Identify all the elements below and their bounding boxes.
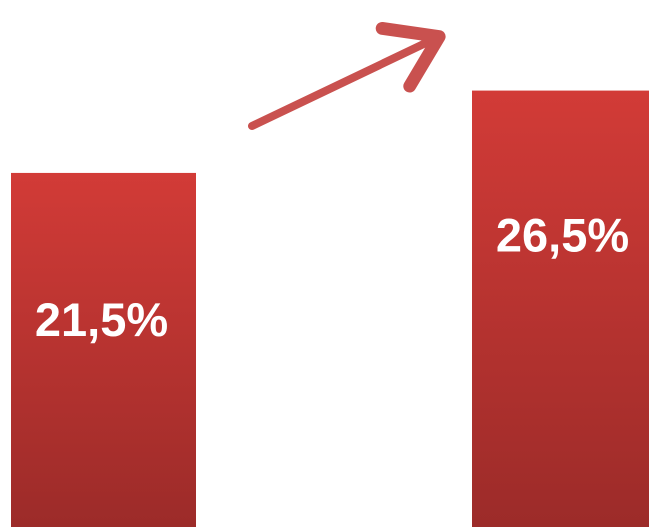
increase-arrow xyxy=(248,21,446,130)
bar-1-value-label: 21,5% xyxy=(35,293,168,346)
labels-layer: 21,5% 26,5% xyxy=(35,209,629,346)
bars-layer xyxy=(11,90,649,527)
bar-2-value-label: 26,5% xyxy=(496,209,629,262)
bar-1 xyxy=(11,172,196,527)
bar-2 xyxy=(472,90,649,527)
